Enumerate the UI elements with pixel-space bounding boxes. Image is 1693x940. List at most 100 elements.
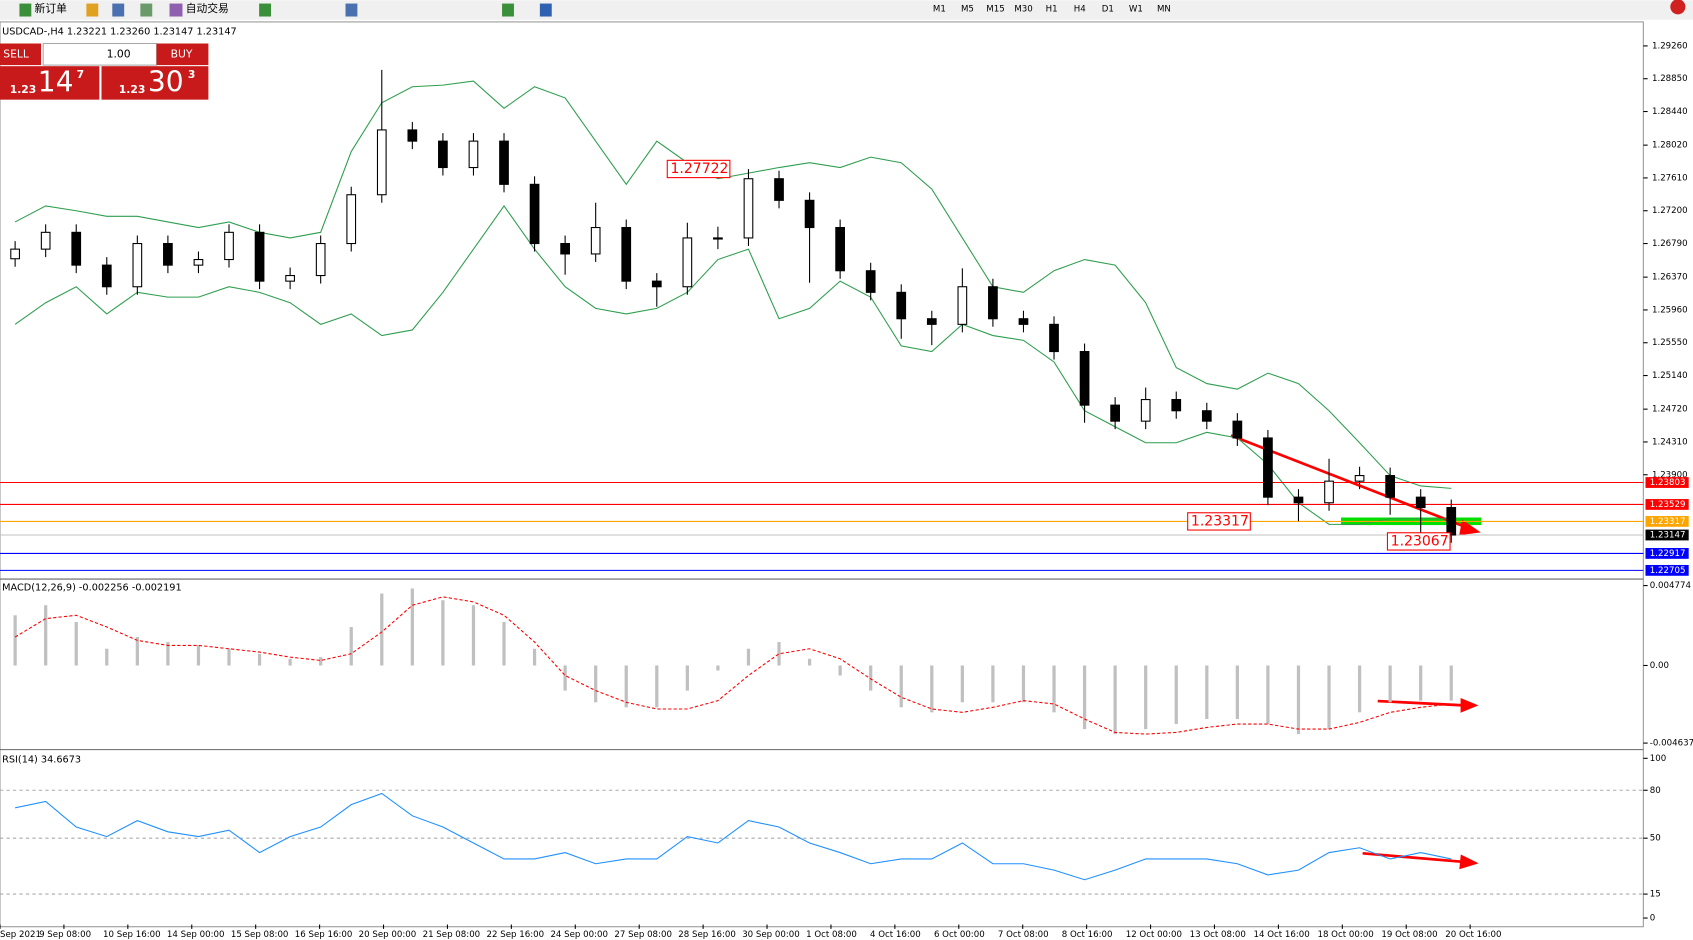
time-label: 19 Oct 08:00 [1381,930,1437,940]
y-tick-label: 1.25960 [1652,305,1688,315]
icon[interactable] [140,3,153,17]
y-tick-label: 15 [1650,890,1661,900]
price-level-tag [1645,529,1689,541]
time-label: 21 Sep 08:00 [423,930,481,940]
buy-button[interactable] [156,43,209,66]
timeframe-button[interactable]: M5 [961,4,974,14]
macd-bar [746,648,751,666]
y-tick-label: 0.004774 [1650,581,1691,591]
icon[interactable] [169,3,183,17]
rsi-line [15,792,1452,881]
timeframe-button[interactable]: M1 [933,4,946,14]
candle-body [499,140,509,185]
macd-bar [655,665,659,708]
candle-body [132,242,143,288]
timeframe-button[interactable]: W1 [1129,4,1143,14]
price-annotation: 1.23317 [1191,513,1249,529]
macd-bar [257,653,262,666]
notification-icon[interactable] [1670,0,1686,15]
macd-bar [349,626,353,666]
candle-body [743,178,754,239]
candle-body [1018,318,1029,325]
sell-label: SELL [3,47,29,60]
candle-body [346,194,357,245]
time-label: 8 Oct 16:00 [1062,930,1113,940]
time-label: 7 Oct 08:00 [998,930,1049,940]
price-prefix: 1.23 [119,83,146,96]
macd-bar [1388,665,1392,703]
sell-button[interactable] [0,43,42,66]
toolbar-button[interactable]: 自动交易 [186,2,229,15]
timeframe-button[interactable]: MN [1157,4,1171,14]
timeframe-button[interactable]: H1 [1046,4,1058,14]
time-label: 30 Sep 00:00 [742,930,800,940]
y-tick-label: 100 [1650,754,1666,764]
timeframe-button[interactable]: H4 [1074,4,1086,14]
icon[interactable] [112,3,125,17]
macd-bar [532,648,537,666]
time-label: 1 Oct 08:00 [806,930,857,940]
time-label: 20 Sep 00:00 [359,930,417,940]
candle-body [40,231,51,250]
price-annotation: 1.23067 [1391,533,1449,549]
price-big: 30 [148,65,184,98]
macd-bar [1113,665,1117,735]
timeframe-button[interactable]: M30 [1014,4,1032,14]
sell-price-box[interactable] [0,66,100,100]
y-tick-label: 80 [1650,786,1661,796]
time-label: 24 Sep 00:00 [550,930,608,940]
macd-bar [930,665,934,713]
time-label: 6 Oct 00:00 [934,930,985,940]
timeframe-button[interactable]: D1 [1102,4,1114,14]
candle-body [926,318,937,325]
price-level-label: 1.23803 [1650,478,1686,488]
y-tick-label: 1.24720 [1652,405,1688,415]
time-label: 12 Oct 00:00 [1126,930,1182,940]
macd-bar [1144,665,1148,730]
macd-bar [1449,665,1453,701]
y-tick-label: 1.27610 [1652,173,1688,183]
icon[interactable] [539,3,552,17]
buy-price-box[interactable] [101,66,209,100]
y-tick-label: 1.26370 [1652,273,1688,283]
macd-bar [13,615,17,666]
candle-body [193,259,204,266]
y-tick-label: 1.28850 [1652,74,1688,84]
macd-bar [227,648,231,666]
time-label: 10 Sep 16:00 [103,930,161,940]
icon[interactable] [86,3,99,17]
symbol-info: USDCAD-,H4 1.23221 1.23260 1.23147 1.231… [2,27,237,38]
candle-body [682,237,693,288]
candle-body [468,140,479,169]
icon[interactable] [259,3,272,17]
candle-body [224,231,234,261]
candle-body [988,286,998,320]
candle-body [101,264,112,288]
icon[interactable] [345,3,358,17]
icon[interactable] [19,3,32,17]
macd-bar [1357,665,1362,713]
toolbar-button[interactable]: 新订单 [35,2,68,15]
macd-bar [594,665,598,703]
candle-body [713,237,723,240]
price-level-tag [1645,564,1689,576]
price-annotation-box [1187,512,1251,531]
time-label: 14 Sep 00:00 [167,930,225,940]
icon[interactable] [502,3,514,17]
time-label: 22 Sep 16:00 [487,930,545,940]
y-tick-label: 1.26790 [1652,239,1688,249]
candle-body [285,275,295,282]
timeframe-button[interactable]: M15 [986,4,1004,14]
y-tick-label: 50 [1650,834,1661,844]
volume-input[interactable] [42,42,158,66]
candle-body [1263,437,1273,498]
macd-bar [410,588,414,666]
time-label: 27 Sep 08:00 [614,930,672,940]
macd-bar [716,665,720,671]
bollinger-lower [14,204,1452,525]
time-label: 28 Sep 16:00 [678,930,736,940]
macd-bar [319,657,323,666]
candle-body [1385,475,1395,498]
